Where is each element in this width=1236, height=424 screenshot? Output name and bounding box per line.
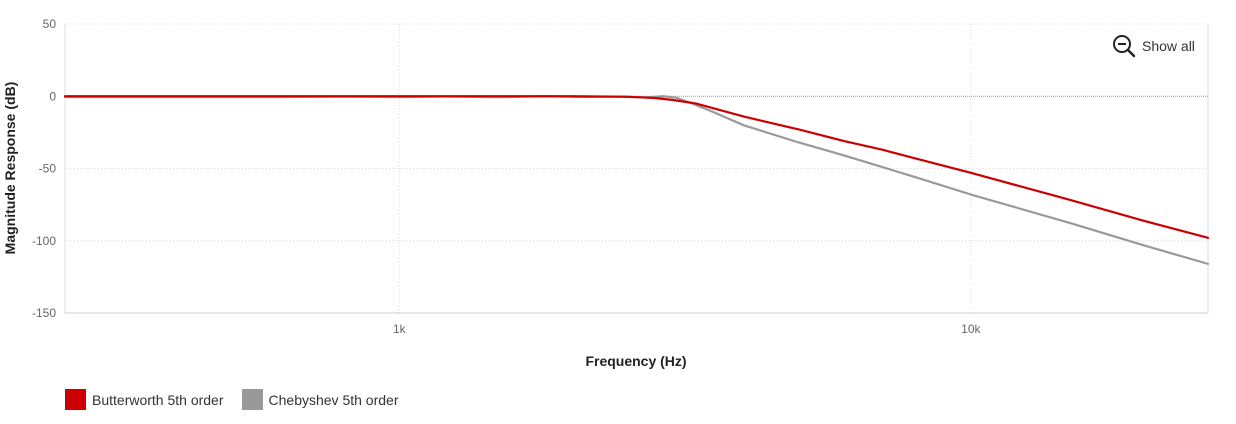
series-line-butterworth <box>63 95 1210 239</box>
series-lines <box>63 95 1210 265</box>
legend-label-butterworth: Butterworth 5th order <box>92 391 224 408</box>
y-tick-label: 50 <box>43 17 57 31</box>
x-tick-label: 10k <box>961 322 981 336</box>
legend-swatch-butterworth <box>65 389 86 410</box>
show-all-button[interactable]: Show all <box>1112 34 1195 58</box>
tick-labels: 50 0 -50 -100 -150 1k 10k <box>32 17 982 336</box>
y-axis-title: Magnitude Response (dB) <box>2 82 18 255</box>
legend-swatch-chebyshev <box>241 389 263 410</box>
y-tick-label: -150 <box>32 306 56 320</box>
legend-item-chebyshev[interactable]: Chebyshev 5th order <box>241 389 399 410</box>
legend-label-chebyshev: Chebyshev 5th order <box>268 391 399 408</box>
y-tick-label: -50 <box>39 162 57 176</box>
zoom-out-icon <box>1113 35 1136 58</box>
legend: Butterworth 5th order Chebyshev 5th orde… <box>65 389 416 410</box>
x-tick-label: 1k <box>393 322 407 336</box>
x-axis-title: Frequency (Hz) <box>585 353 686 369</box>
y-tick-label: -100 <box>32 234 56 248</box>
y-tick-label: 0 <box>49 89 56 103</box>
show-all-label: Show all <box>1142 38 1195 54</box>
series-line-chebyshev <box>63 95 1210 265</box>
legend-item-butterworth[interactable]: Butterworth 5th order <box>65 389 224 410</box>
grid <box>64 23 1209 314</box>
